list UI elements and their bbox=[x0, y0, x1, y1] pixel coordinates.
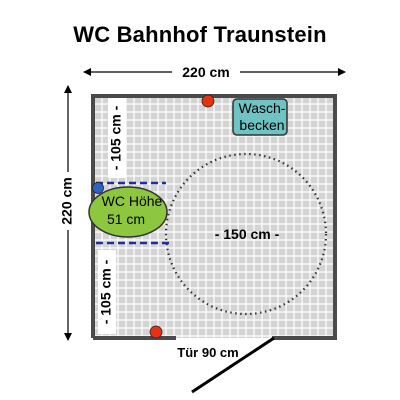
width-label: 220 cm bbox=[182, 64, 229, 80]
wc-toilet: WC Höhe 51 cm bbox=[88, 186, 168, 238]
door-label: Tür 90 cm bbox=[177, 345, 238, 360]
height-dimension: 220 cm bbox=[56, 85, 80, 341]
wc-side-clearance-top: - 105 cm - bbox=[108, 98, 126, 178]
blue-marker bbox=[92, 182, 104, 194]
washbasin-label-2: becken bbox=[239, 117, 284, 133]
wc-label-1: WC Höhe bbox=[102, 193, 163, 209]
washbasin: Wasch- becken bbox=[232, 98, 288, 136]
clearance-top-label: - 105 cm - bbox=[108, 105, 124, 170]
turning-circle: - 150 cm - bbox=[164, 152, 328, 316]
washbasin-label-1: Wasch- bbox=[239, 100, 286, 116]
red-marker-top bbox=[201, 94, 215, 108]
walls bbox=[91, 94, 337, 340]
clearance-bottom-label: - 105 cm - bbox=[98, 259, 114, 324]
wc-clearance-lines bbox=[96, 181, 170, 245]
page-title: WC Bahnhof Traunstein bbox=[73, 22, 327, 47]
width-dimension: 220 cm bbox=[83, 62, 346, 82]
red-marker-bottom bbox=[149, 325, 163, 339]
wc-label-2: 51 cm bbox=[107, 211, 145, 227]
height-label: 220 cm bbox=[59, 177, 75, 224]
turning-circle-label: - 150 cm - bbox=[215, 226, 280, 242]
door: Tür 90 cm bbox=[177, 336, 275, 394]
wc-side-clearance-bottom: - 105 cm - bbox=[98, 250, 116, 334]
